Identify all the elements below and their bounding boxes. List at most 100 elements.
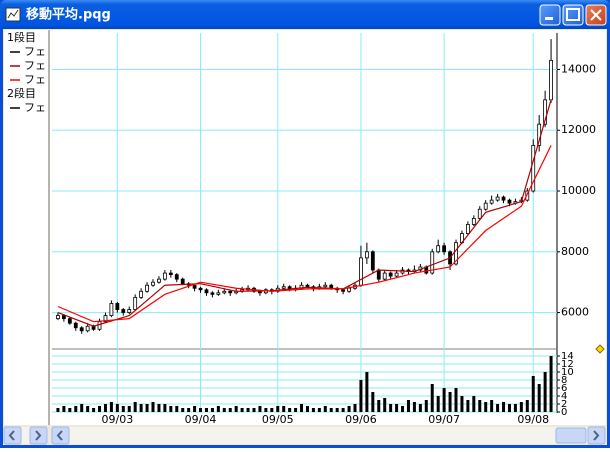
candle-body <box>454 242 458 265</box>
candle-body <box>442 245 447 253</box>
volume-bar <box>270 408 274 412</box>
arrow <box>8 430 15 441</box>
volume-bar <box>418 404 422 412</box>
volume-bar <box>460 396 464 412</box>
candle-body <box>97 321 102 330</box>
volume-bar <box>240 408 244 412</box>
candle-body <box>477 208 482 219</box>
candle-body <box>168 272 173 275</box>
volume-bar <box>282 406 286 412</box>
candle-body <box>204 289 209 294</box>
candle-body <box>430 251 435 274</box>
candle-body <box>210 292 215 295</box>
volume-bar <box>347 406 351 412</box>
candle-body <box>531 145 536 192</box>
candle-body <box>192 284 197 289</box>
volume-bar <box>258 406 262 412</box>
minimize-glyph <box>545 17 553 20</box>
y-tick-label: 6000 <box>561 306 589 319</box>
volume-bar <box>92 408 96 412</box>
volume-bar <box>294 408 298 412</box>
volume-bar <box>341 408 345 412</box>
volume-bar <box>389 404 393 412</box>
candle-body <box>258 290 262 294</box>
candle-body <box>222 290 227 294</box>
volume-bar <box>401 406 405 412</box>
scroll-left-button[interactable] <box>51 426 70 445</box>
volume-bar <box>537 384 541 412</box>
volume-bar <box>204 408 208 412</box>
y-tick-label: 8000 <box>561 245 589 258</box>
volume-bar <box>252 408 256 412</box>
x-tick-label: 09/08 <box>517 413 549 426</box>
candle-body <box>162 272 167 280</box>
marker-diamond <box>595 344 605 354</box>
y-tick-label: 12 <box>561 359 574 370</box>
candle-body <box>61 315 66 320</box>
volume-bar <box>86 406 90 412</box>
scroll-left-button[interactable] <box>3 426 22 445</box>
candle-body <box>103 315 108 323</box>
volume-bar <box>329 408 333 412</box>
volume-bar <box>216 406 220 412</box>
candle-body <box>507 199 512 204</box>
candle-body <box>483 202 488 210</box>
volume-bar <box>412 402 416 412</box>
moving-average-line <box>57 99 552 327</box>
volume-bar <box>157 404 161 412</box>
candle-body <box>198 287 203 291</box>
candle-body <box>79 327 84 332</box>
volume-bar <box>502 402 506 412</box>
chart-panel <box>50 30 606 425</box>
app-icon-glyph <box>7 9 19 19</box>
volume-bar <box>175 406 179 412</box>
volume-bar <box>466 400 470 412</box>
volume-bar <box>430 384 434 412</box>
volume-bar <box>276 406 280 412</box>
volume-bar <box>103 404 107 412</box>
candle-body <box>382 272 387 280</box>
volume-bar <box>199 408 203 412</box>
arrow <box>593 430 600 441</box>
y-tick-label: 6 <box>561 383 567 394</box>
volume-bar <box>406 400 410 412</box>
volume-bar <box>187 408 191 412</box>
candle-body <box>180 278 185 285</box>
candle-body <box>228 290 233 294</box>
volume-bar <box>181 408 185 412</box>
candle-body <box>145 284 149 292</box>
scroll-thumb[interactable] <box>555 427 587 444</box>
maximize-glyph <box>566 8 580 21</box>
volume-bar <box>80 404 84 412</box>
candle-body <box>67 318 72 324</box>
volume-bar <box>448 392 452 412</box>
candle-body <box>174 274 179 280</box>
scroll-right-button[interactable] <box>29 426 48 445</box>
volume-bar <box>151 402 155 412</box>
candle-body <box>115 303 120 310</box>
volume-bar <box>246 408 250 412</box>
candle-body <box>151 281 155 286</box>
volume-bar <box>335 408 339 412</box>
volume-bar <box>311 408 315 412</box>
volume-bar <box>442 388 446 412</box>
volume-bar <box>377 400 381 412</box>
volume-bar <box>98 406 102 412</box>
volume-bar <box>74 406 78 412</box>
y-tick-label: 14000 <box>561 62 596 75</box>
candle-body <box>525 190 530 201</box>
candle-body <box>359 257 363 286</box>
candle-body <box>549 59 553 101</box>
minimize-button[interactable] <box>539 4 561 26</box>
scroll-right-button[interactable] <box>587 426 606 445</box>
candle-body <box>370 251 375 271</box>
volume-bar <box>193 406 197 412</box>
candle-body <box>471 217 476 225</box>
chart-scrollbar[interactable] <box>52 427 606 444</box>
candle-body <box>394 272 399 277</box>
legend-group-label: 2段目 <box>7 86 36 100</box>
y-tick-label: 10 <box>561 367 574 378</box>
volume-bar <box>133 402 137 412</box>
volume-bar <box>264 408 268 412</box>
